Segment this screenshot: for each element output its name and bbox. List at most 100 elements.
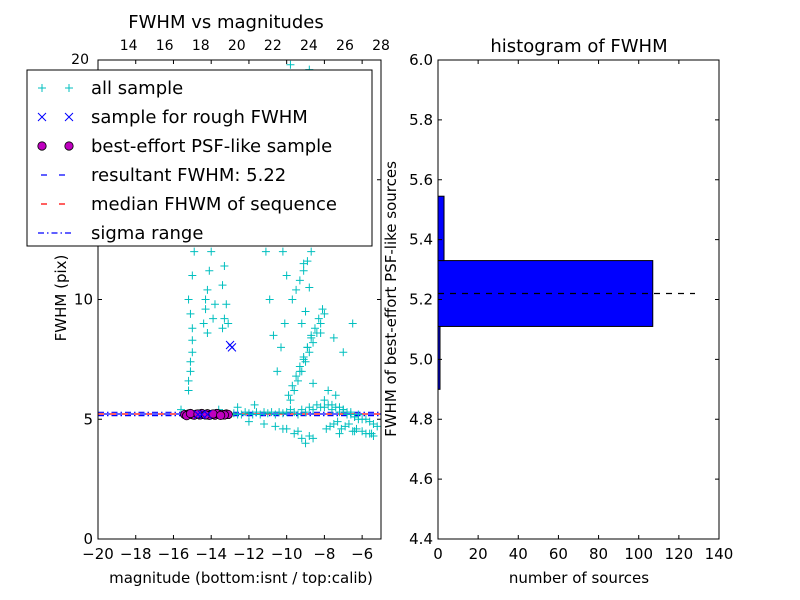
all-sample-point — [201, 305, 210, 314]
all-sample-point — [297, 319, 306, 328]
all-sample-point — [333, 417, 342, 426]
all-sample-point — [299, 355, 308, 364]
all-sample-point — [250, 400, 259, 409]
right-x-tick-label: 40 — [509, 545, 528, 563]
all-sample-point — [331, 391, 340, 400]
legend-label: best-effort PSF-like sample — [91, 136, 332, 157]
all-sample-point — [335, 429, 344, 438]
right-y-axis-label: FWHM of best-effort PSF-like sources — [382, 161, 400, 437]
all-sample-point — [220, 261, 229, 270]
all-sample-point — [286, 60, 295, 69]
right-y-tick-label: 4.8 — [409, 410, 433, 428]
all-sample-point — [273, 367, 282, 376]
all-sample-point — [188, 324, 197, 333]
all-sample-point — [293, 376, 302, 385]
all-sample-point — [184, 376, 193, 385]
left-top-tick-label: 18 — [192, 38, 210, 54]
legend-marker — [38, 84, 46, 92]
all-sample-point — [186, 309, 195, 318]
all-sample-point — [244, 417, 253, 426]
left-legend: all sample sample for rough FWHM best-effo… — [26, 69, 373, 247]
all-sample-point — [309, 434, 318, 443]
all-sample-point — [278, 409, 287, 418]
best-effort-psf-point — [216, 410, 226, 421]
all-sample-point — [203, 285, 212, 294]
left-y-axis-label: FWHM (pix) — [52, 255, 70, 342]
right-x-tick-label: 140 — [705, 545, 734, 563]
all-sample-point — [241, 408, 250, 417]
left-top-tick-label: 22 — [264, 38, 282, 54]
all-sample-point — [280, 319, 289, 328]
left-x-tick-label: −18 — [120, 545, 152, 563]
legend-marker — [37, 141, 47, 151]
all-sample-point — [316, 319, 325, 328]
histogram-bar — [437, 195, 445, 262]
all-sample-point — [292, 285, 301, 294]
all-sample-point — [190, 247, 199, 256]
all-sample-point — [327, 400, 336, 409]
left-top-tick-label: 14 — [120, 38, 138, 54]
all-sample-point — [265, 295, 274, 304]
left-chart: FWHM vs magnitudes 14 16 18 20 22 24 26 28 20 −… — [26, 12, 390, 587]
rough-fwhm-point — [203, 410, 212, 419]
right-x-tick-label: 120 — [665, 545, 694, 563]
all-sample-point — [293, 410, 302, 419]
left-top-tick-label: 20 — [228, 38, 246, 54]
all-sample-point — [290, 429, 299, 438]
all-sample-point — [310, 324, 319, 333]
left-x-tick-label: −12 — [233, 545, 265, 563]
right-x-axis-label: number of sources — [509, 569, 649, 587]
right-x-tick-label: 20 — [469, 545, 488, 563]
left-top-corner-label: 20 — [71, 52, 89, 68]
all-sample-point — [220, 314, 229, 323]
all-sample-point — [210, 300, 219, 309]
all-sample-point — [184, 295, 193, 304]
legend-label: median FHWM of sequence — [91, 194, 337, 215]
right-y-tick-label: 6.0 — [409, 51, 433, 69]
all-sample-point — [284, 391, 293, 400]
all-sample-point — [286, 396, 295, 405]
all-sample-point — [201, 295, 210, 304]
rough-fwhm-point — [227, 343, 237, 352]
all-sample-point — [307, 331, 316, 340]
legend-label: sigma range — [91, 223, 203, 244]
all-sample-point — [218, 324, 227, 333]
legend-label: all sample — [91, 78, 183, 99]
all-sample-point — [318, 305, 327, 314]
all-sample-point — [299, 259, 308, 268]
all-sample-point — [295, 367, 304, 376]
all-sample-point — [263, 409, 272, 418]
left-x-tick-label: −10 — [271, 545, 303, 563]
all-sample-point — [309, 338, 318, 347]
all-sample-point — [271, 422, 280, 431]
all-sample-point — [301, 408, 310, 417]
legend-marker — [65, 84, 73, 92]
best-effort-psf-point — [185, 408, 196, 419]
all-sample-point — [218, 281, 227, 290]
right-x-tick-label: 100 — [624, 545, 653, 563]
all-sample-point — [224, 319, 233, 328]
right-x-tick-label: 60 — [549, 545, 568, 563]
all-sample-point — [184, 386, 193, 395]
all-sample-point — [277, 343, 286, 352]
all-sample-point — [329, 333, 338, 342]
all-sample-point — [350, 427, 359, 436]
all-sample-point — [261, 247, 270, 256]
left-plot-frame — [97, 59, 382, 540]
legend-label: resultant FWHM: 5.22 — [91, 165, 286, 186]
all-sample-point — [282, 424, 291, 433]
left-top-tick-label: 16 — [156, 38, 174, 54]
right-chart: histogram of FWHM 0 20 40 60 80 100 120 140 4.4… — [382, 36, 733, 587]
right-y-tick-label: 5.2 — [409, 291, 433, 309]
all-sample-point — [320, 396, 329, 405]
all-sample-point — [297, 434, 306, 443]
all-sample-point — [205, 266, 214, 275]
all-sample-point — [278, 247, 287, 256]
all-sample-point — [188, 336, 197, 345]
all-sample-point — [209, 314, 218, 323]
right-y-tick-label: 5.8 — [409, 111, 433, 129]
all-sample-point — [260, 420, 269, 429]
all-sample-point — [307, 247, 316, 256]
all-sample-point — [188, 271, 197, 280]
